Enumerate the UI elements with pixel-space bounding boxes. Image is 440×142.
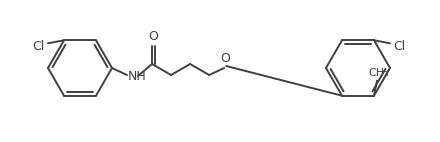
Text: CH₃: CH₃ xyxy=(369,68,389,78)
Text: O: O xyxy=(148,30,158,43)
Text: NH: NH xyxy=(128,69,147,83)
Text: Cl: Cl xyxy=(393,40,405,53)
Text: Cl: Cl xyxy=(33,40,45,53)
Text: O: O xyxy=(220,52,230,65)
